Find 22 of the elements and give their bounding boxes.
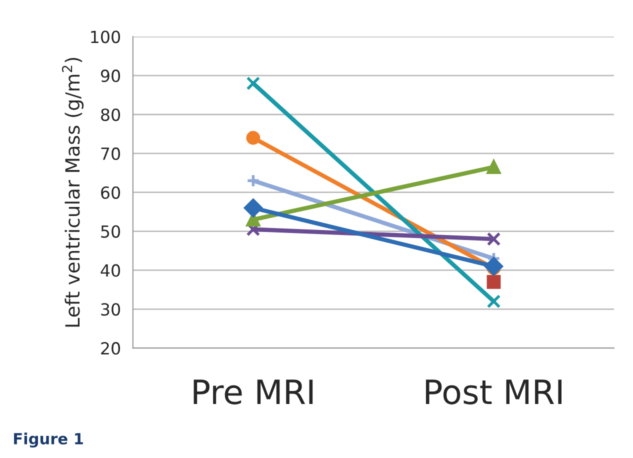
y-tick-label: 60 xyxy=(101,186,120,199)
point xyxy=(486,232,501,246)
x-tick-label: Pre MRI xyxy=(194,380,313,404)
point xyxy=(244,198,262,218)
point xyxy=(484,257,503,276)
point xyxy=(246,76,260,90)
y-tick-label: 20 xyxy=(101,342,120,355)
y-tick-label: 90 xyxy=(100,70,120,82)
point xyxy=(246,174,260,188)
y-axis-title: Left ventricular Mass (g/m$^{2}$) xyxy=(62,58,84,327)
caption: Figure 1 xyxy=(14,432,83,448)
point xyxy=(486,160,501,174)
y-tick-label: 70 xyxy=(101,147,120,160)
point xyxy=(246,130,260,145)
y-tick-label: 100 xyxy=(91,30,120,44)
point xyxy=(486,274,501,289)
y-tick-label: 40 xyxy=(100,264,120,277)
y-tick-label: 30 xyxy=(101,303,120,316)
y-tick-label: 50 xyxy=(101,225,120,238)
point xyxy=(486,294,501,308)
x-tick-label: Post MRI xyxy=(426,380,562,404)
y-tick-label: 80 xyxy=(101,108,120,122)
